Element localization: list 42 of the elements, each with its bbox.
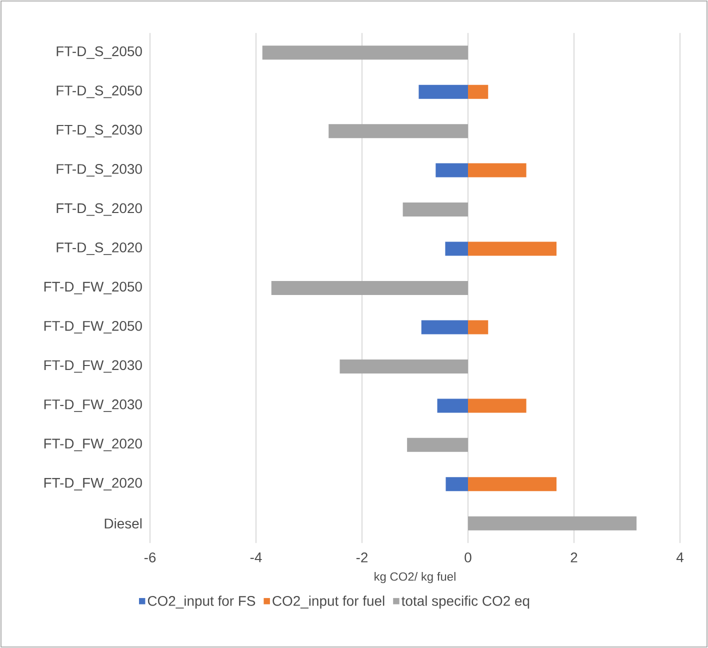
- y-tick-label: FT-D_FW_2030: [44, 399, 142, 412]
- bar: [468, 320, 488, 334]
- y-tick-label: FT-D_S_2020: [56, 242, 142, 256]
- bar: [468, 477, 557, 492]
- bar: [340, 359, 468, 374]
- y-tick-label: Diesel: [104, 518, 142, 529]
- legend-label: CO2_input for fuel: [272, 596, 384, 609]
- y-tick-label: FT-D_S_2030: [56, 124, 142, 138]
- bar: [468, 242, 557, 256]
- bar: [446, 477, 468, 492]
- bar: [262, 46, 468, 60]
- bar: [445, 242, 468, 256]
- bar: [271, 280, 468, 295]
- y-tick-label: FT-D_S_2030: [56, 164, 142, 177]
- x-tick-label: 2: [570, 552, 578, 562]
- x-tick-label: 4: [676, 552, 684, 562]
- legend-label: CO2_input for FS: [148, 596, 256, 609]
- y-tick-label: FT-D_S_2020: [56, 203, 142, 216]
- bar: [407, 438, 468, 452]
- y-tick-label: FT-D_S_2050: [56, 86, 142, 98]
- bar: [421, 320, 468, 334]
- y-tick-label: FT-D_S_2050: [56, 46, 142, 59]
- bar: [468, 163, 526, 178]
- bar: [468, 516, 637, 530]
- x-tick-label: -6: [144, 552, 156, 562]
- y-tick-label: FT-D_FW_2050: [44, 282, 142, 294]
- bar: [402, 202, 468, 217]
- x-axis-title: kg CO2/ kg fuel: [374, 572, 456, 584]
- bar: [418, 84, 468, 99]
- bar: [436, 163, 468, 178]
- bar: [328, 124, 468, 138]
- y-tick-label: FT-D_FW_2020: [44, 478, 142, 490]
- bar: [437, 398, 468, 413]
- bar: [468, 84, 488, 99]
- x-tick-label: -4: [250, 552, 262, 562]
- legend-label: total specific CO2 eq: [402, 596, 530, 609]
- x-tick-label: -2: [356, 552, 368, 562]
- y-tick-label: FT-D_FW_2020: [44, 438, 142, 452]
- x-tick-label: 0: [464, 552, 472, 562]
- y-tick-label: FT-D_FW_2050: [44, 320, 142, 334]
- y-tick-label: FT-D_FW_2030: [44, 360, 142, 373]
- bar: [468, 398, 526, 413]
